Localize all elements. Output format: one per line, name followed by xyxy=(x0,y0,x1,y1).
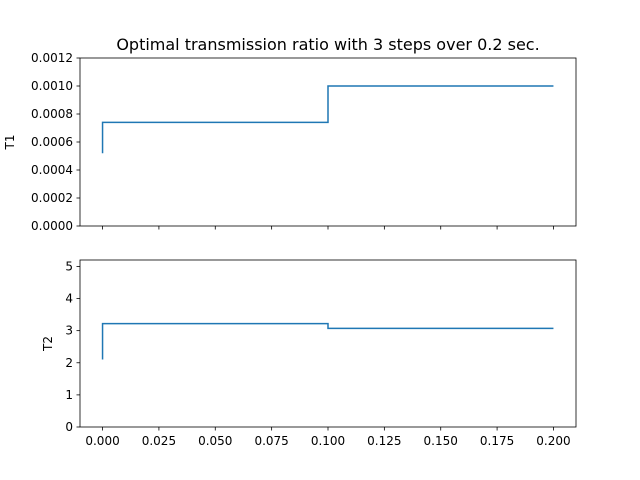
y-axis-label: T2 xyxy=(41,336,55,352)
y-tick-label: 0.0006 xyxy=(31,135,73,149)
x-tick-label: 0.200 xyxy=(536,434,570,448)
y-tick-label: 0.0002 xyxy=(31,191,73,205)
y-tick-label: 0.0004 xyxy=(31,163,73,177)
y-tick-label: 4 xyxy=(65,292,73,306)
series-line-t1 xyxy=(101,85,554,154)
x-tick-label: 0.175 xyxy=(480,434,514,448)
y-tick-label: 2 xyxy=(65,356,73,370)
x-tick-label: 0.125 xyxy=(367,434,401,448)
x-tick-label: 0.025 xyxy=(142,434,176,448)
y-tick-label: 0.0010 xyxy=(31,79,73,93)
x-tick-label: 0.100 xyxy=(311,434,345,448)
x-tick-label: 0.000 xyxy=(85,434,119,448)
x-tick-label: 0.075 xyxy=(254,434,288,448)
y-tick-label: 5 xyxy=(65,259,73,273)
y-tick-label: 0.0012 xyxy=(31,51,73,65)
y-tick-label: 0.0008 xyxy=(31,107,73,121)
x-tick-label: 0.050 xyxy=(198,434,232,448)
y-tick-label: 0.0000 xyxy=(31,219,73,233)
series-line-t2 xyxy=(101,322,554,360)
panel-t2: 0 1 2 3 4 5 0.000 0.025 0.050 0.075 0.100 0.125 0.15… xyxy=(41,259,577,448)
axes-frame xyxy=(79,259,577,428)
chart-title: Optimal transmission ratio with 3 steps … xyxy=(116,35,539,54)
y-tick-label: 1 xyxy=(65,388,73,402)
axes-frame xyxy=(79,57,577,227)
y-tick-label: 0 xyxy=(65,420,73,434)
y-axis-label: T1 xyxy=(3,135,17,151)
x-tick-label: 0.150 xyxy=(424,434,458,448)
y-tick-label: 3 xyxy=(65,324,73,338)
panel-t1: 0.0000 0.0002 0.0004 0.0006 0.0008 0.0010 0.00… xyxy=(3,51,577,233)
